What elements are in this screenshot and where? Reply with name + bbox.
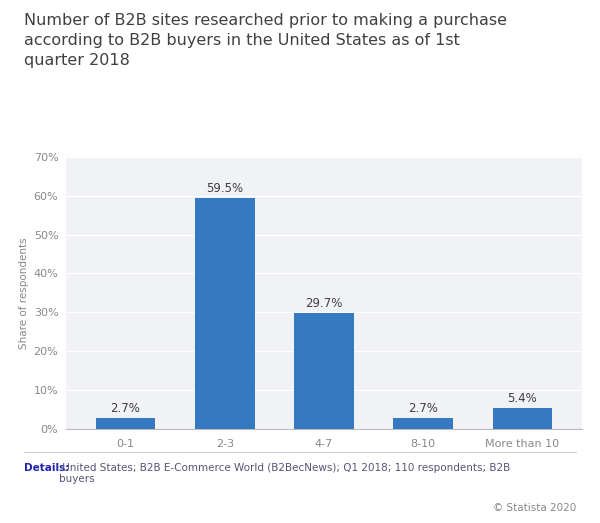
Text: © Statista 2020: © Statista 2020 (493, 503, 576, 513)
Text: 59.5%: 59.5% (206, 181, 244, 195)
Text: 5.4%: 5.4% (508, 392, 538, 405)
Bar (96, 418, 155, 429)
Bar (195, 198, 254, 429)
Y-axis label: Share of respondents: Share of respondents (19, 237, 29, 349)
Text: 2.7%: 2.7% (408, 402, 438, 415)
Bar (493, 408, 552, 429)
Text: 2.7%: 2.7% (110, 402, 140, 415)
Text: Number of B2B sites researched prior to making a purchase
according to B2B buyer: Number of B2B sites researched prior to … (24, 13, 507, 67)
Text: 29.7%: 29.7% (305, 298, 343, 310)
Text: United States; B2B E-Commerce World (B2BecNews); Q1 2018; 110 respondents; B2B
b: United States; B2B E-Commerce World (B2B… (59, 463, 510, 484)
Bar (394, 418, 453, 429)
Bar (294, 313, 354, 429)
Text: Details:: Details: (24, 463, 70, 473)
